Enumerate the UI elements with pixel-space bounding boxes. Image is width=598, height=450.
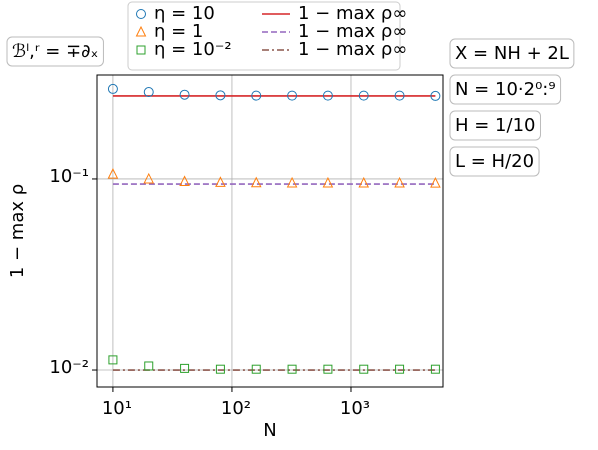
annotation-box [449,74,562,105]
y-axis-label: 1 − max ρ [7,184,28,278]
marker [108,355,118,365]
marker [107,168,119,179]
legend-box [127,1,401,71]
marker [251,90,262,101]
marker [395,364,405,374]
marker [215,90,226,101]
marker [430,90,441,101]
legend-label: η = 10 [154,3,215,24]
marker [322,176,334,188]
marker [107,83,118,94]
marker [359,364,369,374]
plot-frame [96,74,444,388]
marker [394,90,405,101]
marker [144,361,154,371]
annotation-box [449,110,541,141]
marker [287,90,298,101]
marker [143,172,155,184]
annotation-box [449,146,540,177]
marker [143,87,154,98]
marker [394,176,405,188]
marker [215,176,226,187]
y-tick-label: 10⁻² [49,357,89,378]
marker [215,364,225,374]
y-tick-label: 10⁻¹ [49,166,89,187]
legend-label: η = 1 [154,21,203,42]
marker [180,363,190,373]
annotation-box [6,36,104,67]
marker [179,89,190,100]
annotation-box [449,38,575,69]
marker [430,177,441,188]
marker [250,176,262,188]
marker [136,9,146,19]
marker [322,90,333,101]
marker [287,364,297,374]
annotation: L = H/20 [455,151,534,172]
marker [430,364,440,374]
legend-label: 1 − max ρ∞ [298,39,407,60]
x-tick-label: 10² [221,398,251,419]
legend: η = 10η = 1η = 10⁻²1 − max ρ∞1 − max ρ∞1… [127,1,407,71]
marker [286,176,298,188]
marker [323,364,333,374]
legend-label: η = 10⁻² [154,39,232,60]
marker [179,175,190,186]
x-tick-label: 10³ [340,398,370,419]
marker [251,364,261,374]
marker [135,25,147,37]
marker [358,176,370,188]
marker [136,45,146,55]
annotation: ℬˡ,ʳ = ∓∂ₓ [12,41,98,62]
x-tick-label: 10¹ [102,398,132,419]
annotation: N = 10·2⁰:⁹ [455,79,556,100]
annotation: X = NH + 2L [455,43,569,64]
x-axis-label: N [263,420,276,441]
marker [358,90,369,101]
legend-label: 1 − max ρ∞ [298,3,407,24]
legend-label: 1 − max ρ∞ [298,21,407,42]
annotation: H = 1/10 [455,115,535,136]
